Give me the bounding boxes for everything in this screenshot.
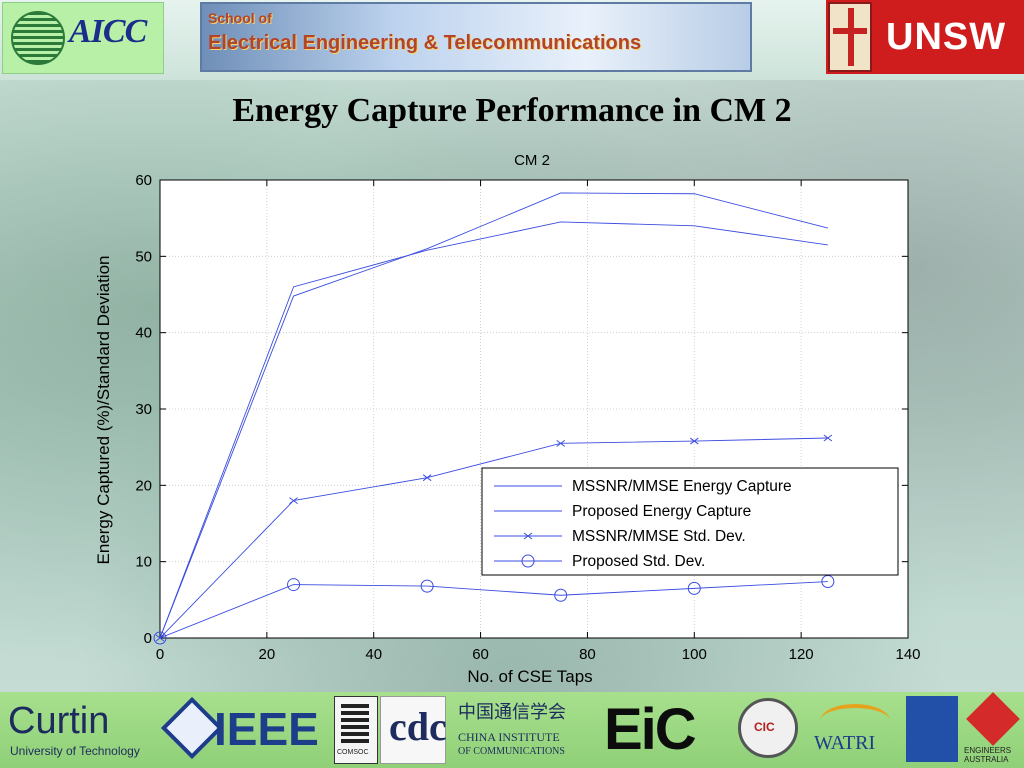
x-tick-label: 0 — [156, 646, 164, 663]
series-1 — [159, 192, 828, 639]
header-bar: AICC School of Electrical Engineering & … — [0, 0, 1024, 80]
legend-label: Proposed Energy Capture — [572, 503, 751, 520]
eic-text: EiC — [604, 697, 697, 762]
y-tick-label: 60 — [135, 172, 152, 189]
series-line — [159, 221, 828, 639]
china-institute-logo: 中国通信学会 CHINA INSTITUTE OF COMMUNICATIONS — [450, 696, 590, 762]
data-point — [287, 578, 301, 592]
unsw-logo: UNSW — [826, 0, 1024, 74]
data-point — [689, 437, 699, 445]
eic-logo: EiC — [600, 696, 718, 762]
school-line-2: Electrical Engineering & Telecommunicati… — [208, 32, 642, 54]
ieee-text: IEEE — [214, 703, 319, 755]
comsoc-logo: COMSOC — [334, 696, 378, 764]
x-tick-label: 100 — [682, 646, 707, 663]
x-tick-label: 140 — [895, 646, 920, 663]
watri-text: WATRI — [814, 732, 876, 754]
aicc-logo: AICC — [2, 2, 164, 74]
x-tick-label: 40 — [365, 646, 382, 663]
series-2 — [159, 221, 828, 639]
series-line — [159, 192, 828, 639]
engineers-australia-text: ENGINEERS AUSTRALIA — [964, 746, 1012, 764]
data-point — [153, 631, 167, 645]
y-tick-label: 10 — [135, 554, 152, 571]
globe-icon — [11, 11, 65, 65]
data-point — [823, 434, 833, 442]
china-institute-en-2: OF COMMUNICATIONS — [458, 746, 565, 757]
engineers-australia-icon — [966, 692, 1020, 746]
energy-capture-chart: 0 20 40 60 80 100 120 140 0 10 20 30 40 50 60 CM 2 No.… — [94, 152, 921, 686]
legend-label: Proposed Std. Dev. — [572, 553, 705, 570]
data-point — [420, 579, 434, 593]
curtin-name: Curtin — [8, 700, 110, 742]
series-4 — [153, 575, 835, 645]
y-tick-label: 40 — [135, 325, 152, 342]
legend-marker — [521, 554, 535, 568]
axis-ticks: 0 20 40 60 80 100 120 140 0 10 20 30 40 50 60 — [135, 172, 920, 663]
watri-arc-icon — [820, 704, 890, 738]
legend: MSSNR/MMSE Energy Capture Proposed Energy… — [481, 467, 899, 576]
data-point — [422, 474, 432, 482]
unsw-crest-icon — [828, 2, 872, 72]
school-line-1: School of — [208, 10, 272, 26]
aicc-logo-text: AICC — [69, 13, 147, 50]
series-group — [153, 192, 835, 645]
data-point — [556, 439, 566, 447]
china-institute-chinese: 中国通信学会 — [458, 702, 566, 723]
x-tick-label: 20 — [259, 646, 276, 663]
footer-bar: Curtin University of Technology IEEE COM… — [0, 692, 1024, 768]
y-axis-label: Energy Captured (%)/Standard Deviation — [94, 256, 113, 565]
curtin-subtitle: University of Technology — [10, 744, 140, 758]
ieee-logo: IEEE — [160, 696, 330, 762]
y-tick-label: 30 — [135, 401, 152, 418]
comsoc-text: COMSOC — [337, 749, 369, 756]
legend-marker — [523, 532, 533, 540]
cic-seal-icon — [738, 698, 798, 758]
series-line — [159, 437, 828, 639]
data-point — [821, 575, 835, 589]
x-axis-label: No. of CSE Taps — [467, 667, 592, 686]
x-tick-label: 80 — [579, 646, 596, 663]
school-banner: School of Electrical Engineering & Telec… — [200, 2, 752, 72]
data-point — [554, 588, 568, 602]
star-emblem-logo — [906, 696, 958, 762]
engineers-australia-logo: ENGINEERS AUSTRALIA — [962, 692, 1022, 764]
watri-logo: WATRI — [810, 696, 902, 762]
series-line — [159, 581, 828, 639]
china-institute-en-1: CHINA INSTITUTE — [458, 730, 560, 744]
x-tick-label: 60 — [472, 646, 489, 663]
y-tick-label: 50 — [135, 248, 152, 265]
y-tick-label: 20 — [135, 477, 152, 494]
comsoc-bars-icon — [341, 703, 369, 743]
cdc-text: cdc — [389, 704, 447, 749]
cic-text: CIC — [754, 720, 775, 734]
legend-label: MSSNR/MMSE Energy Capture — [572, 478, 792, 495]
cic-logo: CIC — [736, 696, 802, 762]
unsw-logo-text: UNSW — [886, 16, 1007, 58]
x-tick-label: 120 — [789, 646, 814, 663]
cdc-logo: cdc — [380, 696, 447, 764]
legend-label: MSSNR/MMSE Std. Dev. — [572, 528, 746, 545]
data-point — [289, 497, 298, 504]
y-tick-label: 0 — [144, 630, 152, 647]
slide-title: Energy Capture Performance in CM 2 — [232, 92, 792, 129]
curtin-logo: Curtin University of Technology — [4, 696, 160, 762]
chart-title: CM 2 — [514, 152, 550, 169]
data-point — [687, 581, 701, 595]
